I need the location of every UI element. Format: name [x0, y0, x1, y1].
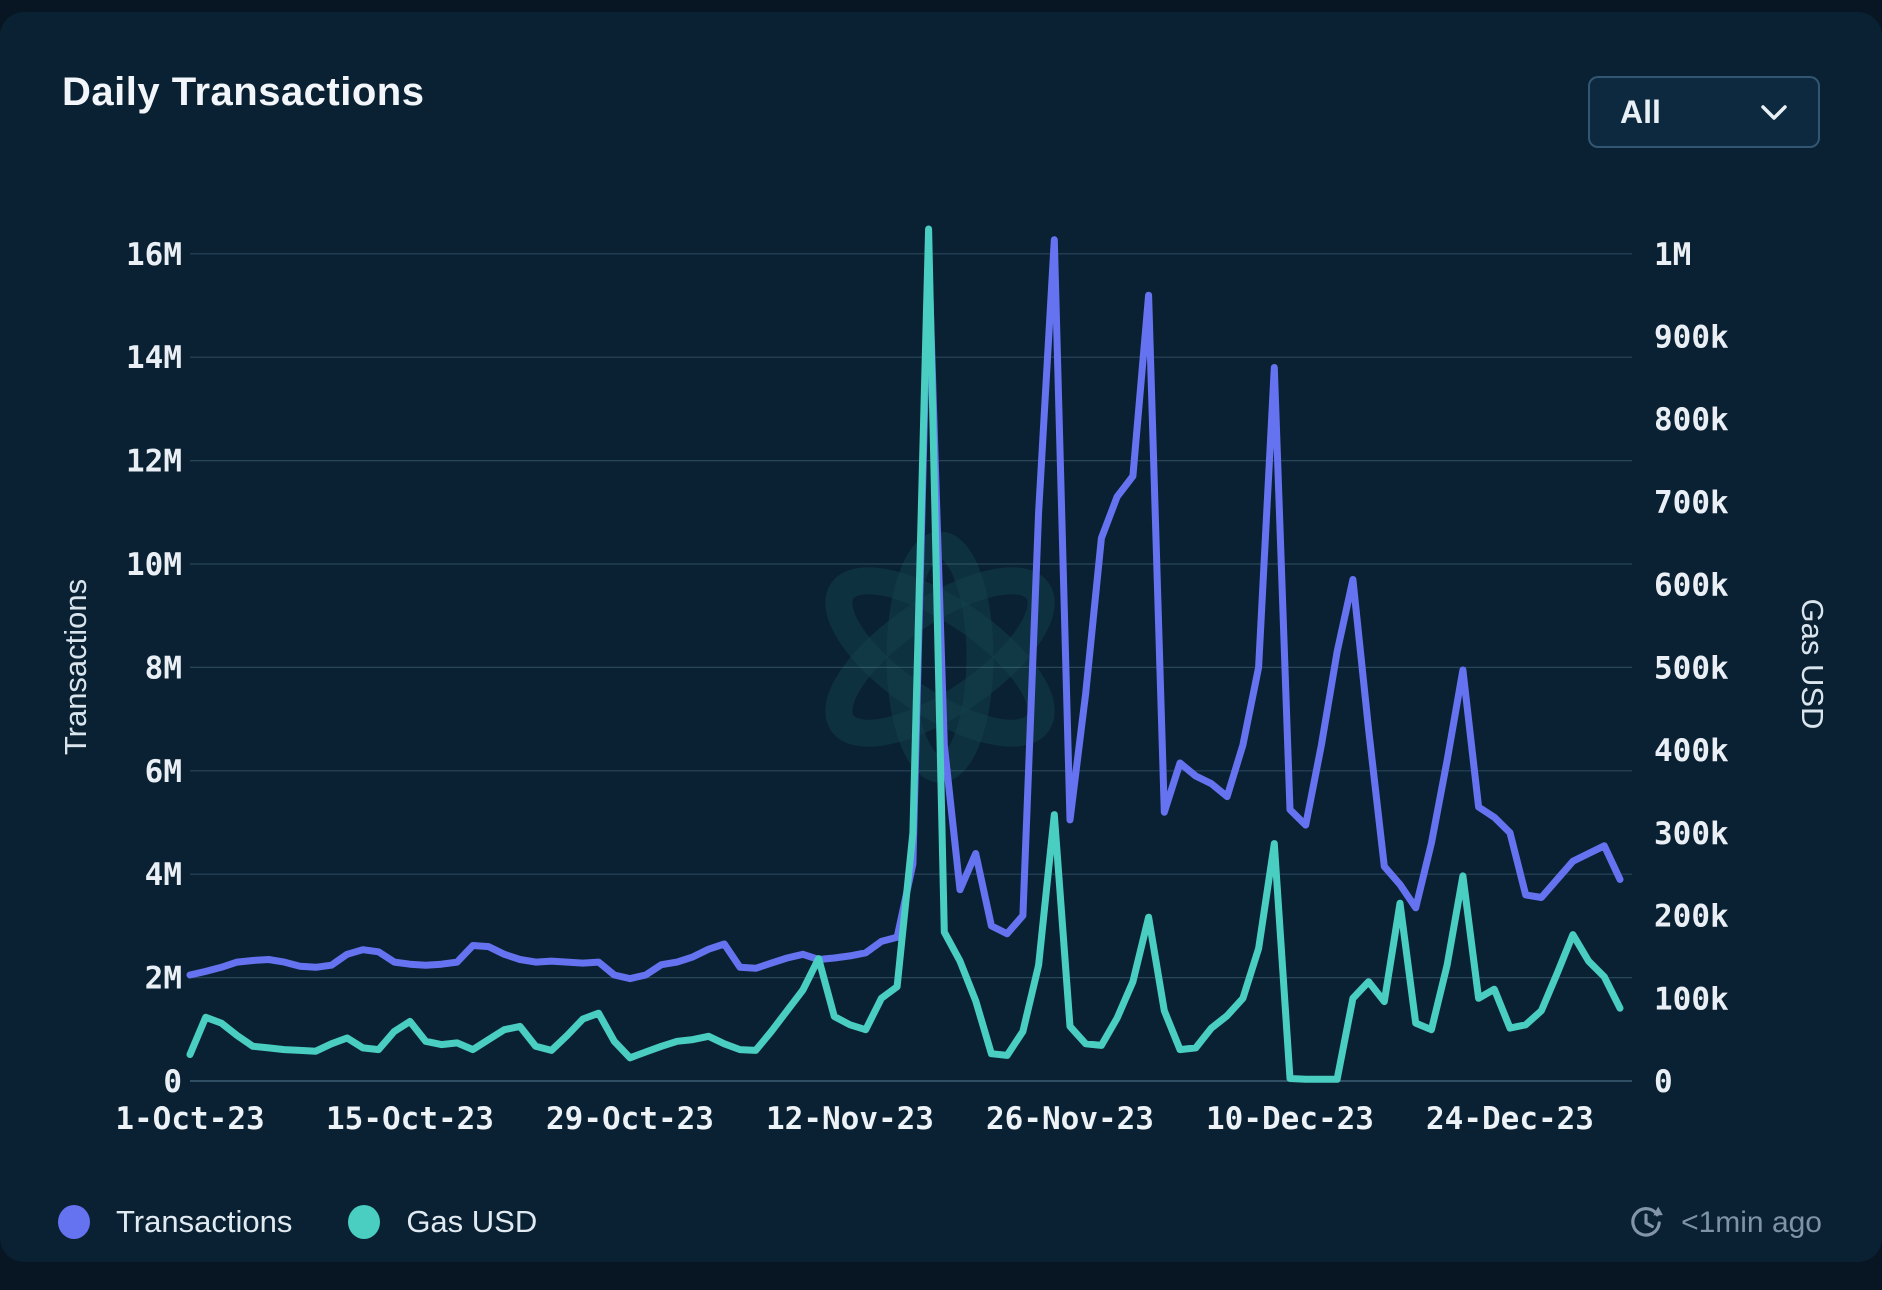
time-range-dropdown[interactable]: All	[1588, 76, 1820, 148]
refresh-clock-icon	[1627, 1204, 1665, 1242]
y-axis-tick-left: 10M	[126, 547, 182, 583]
page-title: Daily Transactions	[62, 70, 425, 114]
last-updated-text: <1min ago	[1681, 1206, 1822, 1239]
gas-usd-series-dot-icon	[348, 1205, 381, 1239]
y-axis-tick-left: 2M	[145, 961, 182, 997]
left-axis-name: Transactions	[58, 579, 93, 755]
transactions-series-dot-icon	[58, 1205, 90, 1239]
y-axis-tick-left: 16M	[126, 237, 182, 273]
x-axis-tick: 12-Nov-23	[766, 1101, 934, 1137]
x-axis-tick: 15-Oct-23	[326, 1101, 494, 1137]
y-axis-tick-right: 0	[1654, 1064, 1673, 1100]
y-axis-tick-right: 300k	[1654, 816, 1729, 852]
x-axis-tick: 26-Nov-23	[986, 1101, 1154, 1137]
gas-usd-line[interactable]	[186, 225, 1624, 1083]
y-axis-tick-right: 700k	[1654, 485, 1729, 521]
x-axis-tick: 10-Dec-23	[1206, 1101, 1374, 1137]
y-axis-tick-right: 800k	[1654, 402, 1729, 438]
y-axis-tick-left: 14M	[126, 340, 182, 376]
daily-transactions-chart[interactable]: 0 2M 4M 6M 8M 10M 12M 14M 16M 0 100k 200k 300k 400k 50…	[0, 12, 1882, 1290]
y-axis-tick-right: 600k	[1654, 568, 1729, 604]
x-axis-tick: 24-Dec-23	[1426, 1101, 1594, 1137]
y-axis-tick-right: 500k	[1654, 650, 1729, 686]
legend-label-gas-usd: Gas USD	[406, 1204, 538, 1239]
time-range-value: All	[1620, 93, 1661, 130]
right-axis-name: Gas USD	[1795, 599, 1830, 730]
y-axis-tick-right: 400k	[1654, 733, 1729, 769]
y-axis-tick-left: 6M	[145, 754, 182, 790]
last-updated: <1min ago	[1627, 1204, 1822, 1242]
legend-item-transactions[interactable]: Transactions	[58, 1204, 292, 1240]
y-axis-tick-right: 100k	[1654, 981, 1729, 1017]
y-axis-tick-left: 8M	[145, 650, 182, 686]
chart-card: Daily Transactions All 0 2M 4M 6M 8M 10M 12M 14…	[0, 12, 1882, 1262]
chart-legend: Transactions Gas USD	[58, 1204, 537, 1240]
chevron-down-icon	[1760, 104, 1788, 121]
y-axis-tick-right: 900k	[1654, 320, 1729, 356]
y-axis-tick-left: 12M	[126, 444, 182, 480]
legend-label-transactions: Transactions	[116, 1204, 293, 1239]
y-axis-tick-right: 200k	[1654, 899, 1729, 935]
legend-item-gas-usd[interactable]: Gas USD	[348, 1204, 537, 1240]
y-axis-tick-left: 4M	[145, 857, 182, 893]
y-axis-tick-right: 1M	[1654, 237, 1691, 273]
x-axis-tick: 29-Oct-23	[546, 1101, 714, 1137]
x-axis-tick: 1-Oct-23	[115, 1101, 264, 1137]
y-axis-tick-left: 0	[163, 1064, 182, 1100]
